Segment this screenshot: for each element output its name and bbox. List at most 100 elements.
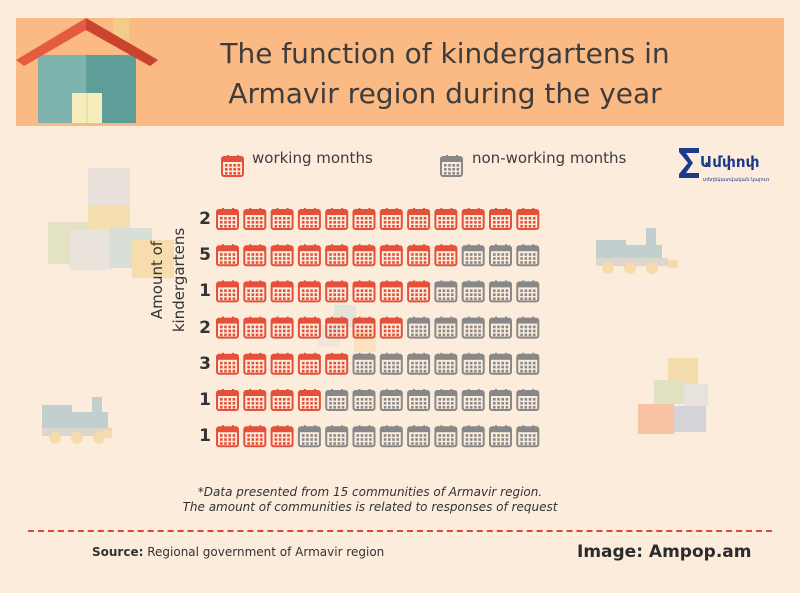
non-working-month-icon [516, 244, 540, 267]
working-month-icon [352, 208, 376, 230]
working-month-icon [216, 280, 239, 303]
working-month-icon [270, 280, 294, 303]
non-working-month-icon [516, 280, 540, 303]
non-working-month-icon [516, 316, 540, 339]
working-month-icon [297, 316, 321, 339]
non-working-month-icon [434, 316, 458, 339]
source-label: Source: [92, 545, 144, 559]
kindergarten-count: 1 [199, 390, 211, 410]
source-text: Regional government of Armavir region [143, 545, 385, 559]
non-working-month-icon [297, 425, 321, 448]
dashed-divider [28, 530, 772, 532]
non-working-month-icon [461, 389, 485, 411]
non-working-month-icon [516, 389, 540, 411]
working-month-icon [270, 389, 294, 411]
working-month-icon [461, 208, 485, 230]
non-working-month-icon [352, 389, 376, 411]
working-month-icon [407, 208, 431, 230]
working-month-icon [434, 208, 458, 230]
header-banner [16, 18, 784, 126]
legend-non-working-label: non-working months [472, 149, 627, 167]
working-month-icon [325, 208, 349, 230]
working-month-icon [297, 280, 321, 303]
working-month-icon [270, 208, 294, 230]
legend-working-label: working months [252, 149, 373, 167]
working-month-icon [325, 280, 349, 303]
calendar-icon [440, 155, 463, 177]
kindergarten-count: 1 [199, 426, 211, 447]
working-month-icon [516, 208, 540, 230]
working-month-icon [216, 389, 239, 411]
non-working-month-icon [379, 389, 403, 411]
working-month-icon [243, 389, 267, 411]
kindergarten-count: 2 [199, 209, 211, 229]
kindergarten-count: 3 [199, 353, 211, 374]
non-working-month-icon [407, 352, 431, 375]
non-working-month-icon [407, 425, 431, 448]
non-working-month-icon [434, 425, 458, 448]
toy-blocks-icon [638, 358, 708, 434]
non-working-month-icon [407, 389, 431, 411]
sigma-logo-icon [679, 148, 699, 178]
non-working-month-icon [434, 352, 458, 375]
non-working-month-icon [352, 425, 376, 448]
working-month-icon [489, 208, 512, 230]
working-month-icon [243, 352, 267, 375]
non-working-month-icon [516, 352, 540, 375]
working-month-icon [216, 316, 239, 339]
non-working-month-icon [352, 352, 376, 375]
non-working-month-icon [461, 316, 485, 339]
working-month-icon [243, 425, 267, 448]
working-month-icon [243, 316, 267, 339]
working-month-icon [270, 244, 294, 267]
footnote: *Data presented from 15 communities of A… [170, 485, 570, 515]
non-working-month-icon [489, 244, 512, 267]
working-month-icon [379, 244, 403, 267]
source-line: Source: Regional government of Armavir r… [92, 545, 384, 559]
non-working-month-icon [379, 352, 403, 375]
working-month-icon [297, 352, 321, 375]
non-working-month-icon [325, 425, 349, 448]
working-month-icon [270, 425, 294, 448]
logo-subtext: տեղեկատվական կայուռ [703, 177, 770, 183]
working-month-icon [243, 244, 267, 267]
non-working-month-icon [461, 425, 485, 448]
working-month-icon [434, 244, 458, 267]
non-working-month-icon [461, 280, 485, 303]
non-working-month-icon [489, 389, 512, 411]
working-month-icon [325, 244, 349, 267]
working-month-icon [352, 280, 376, 303]
non-working-month-icon [461, 352, 485, 375]
non-working-month-icon [489, 280, 512, 303]
working-month-icon [379, 316, 403, 339]
working-month-icon [216, 425, 239, 448]
image-credit: Image: Ampop.am [577, 542, 752, 562]
working-month-icon [270, 316, 294, 339]
footnote-line-2: The amount of communities is related to … [182, 500, 558, 514]
working-month-icon [352, 244, 376, 267]
calendar-icon [221, 155, 244, 177]
calendar-grid [216, 208, 540, 448]
toy-train-icon [42, 397, 112, 444]
working-month-icon [216, 352, 239, 375]
working-month-icon [243, 280, 267, 303]
working-month-icon [297, 244, 321, 267]
non-working-month-icon [461, 244, 485, 267]
working-month-icon [297, 389, 321, 411]
non-working-month-icon [407, 316, 431, 339]
footnote-line-1: *Data presented from 15 communities of A… [197, 485, 543, 499]
non-working-month-icon [434, 389, 458, 411]
working-month-icon [243, 208, 267, 230]
working-month-icon [216, 244, 239, 267]
non-working-month-icon [489, 316, 512, 339]
non-working-month-icon [516, 425, 540, 448]
working-month-icon [297, 208, 321, 230]
logo-text: Ամփոփ [700, 153, 760, 171]
kindergarten-count: 1 [199, 281, 211, 302]
house-icon [16, 18, 158, 123]
non-working-month-icon [379, 425, 403, 448]
page-title: The function of kindergartens in Armavir… [220, 37, 670, 110]
non-working-month-icon [325, 389, 349, 411]
working-month-icon [407, 280, 431, 303]
